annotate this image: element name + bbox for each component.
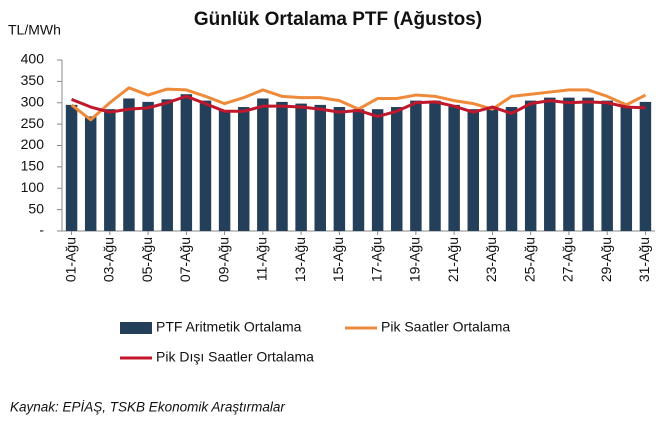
y-tick-label: 150 [21,158,45,174]
bar [563,97,575,232]
bar [429,100,441,231]
bar [237,107,250,231]
bar [639,101,652,232]
bar [84,116,97,231]
x-tick-label: 21-Ağu [445,237,461,282]
x-tick-label: 01-Ağu [62,237,78,282]
x-tick-label: 03-Ağu [101,237,117,282]
bar [505,107,518,231]
bar [467,109,480,231]
bar [524,100,537,231]
y-axis-label: TL/MWh [8,22,61,38]
x-tick-label: 07-Ağu [177,237,193,282]
y-tick-label: - [39,222,44,238]
bar [257,98,269,231]
y-tick-label: 300 [21,93,45,109]
legend-label: PTF Aritmetik Ortalama [156,319,302,335]
bar [295,103,307,231]
y-tick-label: 200 [21,136,45,152]
legend-label: Pik Saatler Ortalama [381,319,510,335]
source-note: Kaynak: EPİAŞ, TSKB Ekonomik Araştırmala… [10,400,285,415]
x-tick-label: 23-Ağu [483,237,499,282]
bar [161,99,173,231]
bar [276,101,288,232]
bar [180,94,193,231]
bar [65,104,78,231]
bar [123,98,135,231]
x-tick-label: 19-Ağu [407,237,423,282]
x-tick-label: 05-Ağu [139,237,155,282]
x-tick-label: 31-Ağu [636,237,652,282]
x-tick-label: 15-Ağu [330,237,346,282]
x-tick-label: 11-Ağu [254,237,270,281]
bar [410,100,422,231]
x-tick-label: 29-Ağu [598,237,614,282]
y-tick-label: 50 [28,200,44,216]
x-tick-label: 25-Ağu [521,237,537,282]
bar [199,100,212,231]
x-tick-label: 13-Ağu [292,237,308,282]
bar [142,101,154,232]
legend-swatch [120,322,152,334]
x-tick-label: 17-Ağu [368,237,384,282]
bar [352,109,365,231]
x-tick-label: 09-Ağu [215,237,231,282]
y-tick-label: 100 [21,179,45,195]
bar [620,107,633,231]
line [71,94,646,118]
bar [582,97,594,232]
y-tick-label: 250 [21,115,45,131]
bar [371,109,384,231]
bar [104,109,116,231]
y-tick-label: 400 [21,51,45,67]
bar [601,100,613,231]
bar [544,97,556,232]
bar [218,110,231,231]
bar [391,107,403,231]
bar [448,104,460,231]
legend-label: Pik Dışı Saatler Ortalama [156,349,314,365]
bar [486,107,499,231]
x-tick-label: 27-Ağu [560,237,576,282]
chart-title: Günlük Ortalama PTF (Ağustos) [194,9,482,30]
bar [314,104,326,231]
y-tick-label: 350 [21,72,45,88]
bar [333,107,346,231]
